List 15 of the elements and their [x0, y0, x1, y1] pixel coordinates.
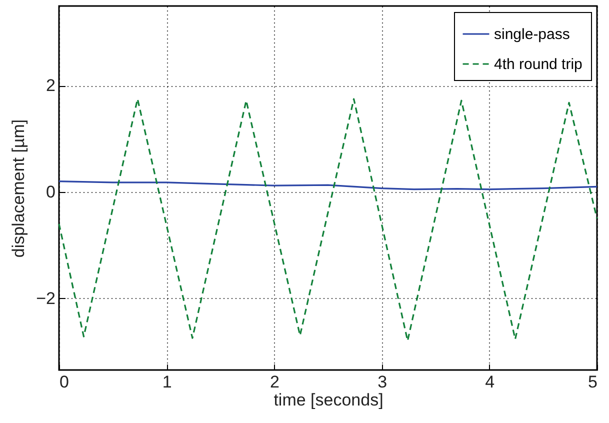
x-tick-label: 4 [485, 372, 495, 392]
x-tick-label: 3 [378, 372, 388, 392]
x-tick-label: 0 [60, 372, 69, 392]
line-series [58, 180, 598, 190]
legend-label: 4th round trip [494, 56, 582, 73]
y-tick-label: 0 [46, 182, 56, 202]
legend-label: single-pass [494, 26, 570, 43]
x-tick-label: 1 [162, 372, 172, 392]
y-axis-title: displacement [µm] [9, 119, 28, 258]
y-tick-label: −2 [36, 288, 56, 308]
line-series [58, 98, 598, 342]
x-tick-label: 2 [270, 372, 280, 392]
y-tick-label: 2 [46, 76, 56, 96]
x-axis-title: time [seconds] [274, 390, 384, 410]
x-tick-label: 5 [588, 372, 598, 392]
